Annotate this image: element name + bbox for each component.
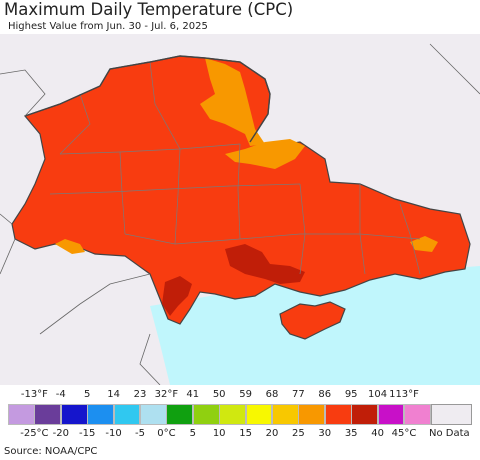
legend-c-tick: 20 <box>265 428 279 439</box>
legend-swatch <box>272 404 299 425</box>
legend-f-tick: 68 <box>265 389 279 400</box>
legend-c-tick: 5 <box>189 428 196 439</box>
legend-swatch <box>324 404 352 425</box>
admin-boundaries <box>49 61 421 275</box>
legend-c-tick: -25°C <box>20 428 49 439</box>
source-credit: Source: NOAA/CPC <box>4 446 98 457</box>
map-subtitle: Highest Value from Jun. 30 - Jul. 6, 202… <box>8 21 208 32</box>
legend-c-tick: -5 <box>135 428 145 439</box>
legend-c-tick: 30 <box>318 428 332 439</box>
neighbor-borders <box>0 43 480 385</box>
legend-f-tick: 104 <box>368 389 388 400</box>
legend-f-tick: 95 <box>344 389 358 400</box>
legend-c-tick: 0°C <box>157 428 176 439</box>
legend-f-tick: -4 <box>55 389 66 400</box>
legend-f-tick: 86 <box>318 389 332 400</box>
legend-swatch <box>351 404 379 425</box>
temperature-map <box>0 34 480 385</box>
legend-f-tick: 23 <box>133 389 147 400</box>
legend-swatch <box>34 404 62 425</box>
legend-c-tick: 40 <box>371 428 384 439</box>
legend-c-tick: 25 <box>292 428 305 439</box>
country-border <box>24 55 271 143</box>
legend-swatch <box>377 404 405 425</box>
legend-c-tick: 10 <box>212 428 226 439</box>
legend-c-tick: -10 <box>105 428 122 439</box>
legend-swatch <box>192 404 220 425</box>
legend-f-tick: 50 <box>212 389 226 400</box>
legend-swatch <box>60 404 88 425</box>
nodata-swatch <box>431 404 472 425</box>
legend-f-tick: -13°F <box>20 389 48 400</box>
cooler-area-east <box>410 236 438 252</box>
legend-swatch <box>87 404 115 425</box>
legend-f-tick: 59 <box>239 389 252 400</box>
legend-swatch <box>113 404 141 425</box>
legend-swatch <box>166 404 194 425</box>
legend-f-tick: 41 <box>186 389 200 400</box>
cooler-area-north <box>200 58 265 146</box>
legend-c-tick: 15 <box>239 428 252 439</box>
hotter-area-southwest <box>162 276 192 316</box>
legend-c-tick: 35 <box>344 428 358 439</box>
legend-swatch <box>245 404 273 425</box>
hotter-area-south <box>225 244 305 284</box>
legend-c-tick: -15 <box>79 428 96 439</box>
legend-swatch <box>404 404 431 425</box>
crimea-land <box>279 301 346 340</box>
legend-f-tick: 113°F <box>389 389 419 400</box>
cooler-area-west <box>55 239 85 254</box>
map-title: Maximum Daily Temperature (CPC) <box>4 0 294 19</box>
legend-c-tick: 45°C <box>391 428 417 439</box>
legend-swatch <box>219 404 247 425</box>
legend-swatch <box>140 404 167 425</box>
legend-f-tick: 5 <box>84 389 91 400</box>
legend-f-tick: 77 <box>292 389 305 400</box>
legend-swatch <box>8 404 35 425</box>
cooler-area-northeast <box>225 139 305 169</box>
legend-c-tick: -20 <box>52 428 69 439</box>
legend-f-tick: 14 <box>107 389 120 400</box>
legend-f-tick: 32°F <box>154 389 179 400</box>
nodata-label: No Data <box>429 428 470 439</box>
legend-swatch <box>298 404 326 425</box>
